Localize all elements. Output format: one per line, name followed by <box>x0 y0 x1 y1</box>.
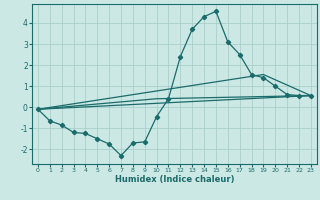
X-axis label: Humidex (Indice chaleur): Humidex (Indice chaleur) <box>115 175 234 184</box>
